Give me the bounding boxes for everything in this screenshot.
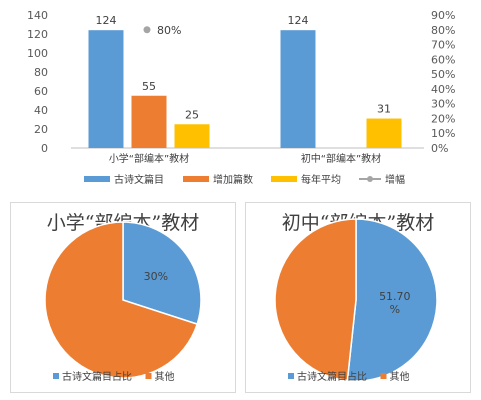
y-tick-label: 60	[34, 85, 48, 98]
y-tick-label: 0	[41, 142, 48, 155]
legend-swatch	[145, 373, 152, 379]
legend-label: 增加篇数	[213, 173, 253, 186]
y-tick-label: 140	[27, 9, 48, 22]
legend-label: 其他	[155, 370, 175, 383]
legend-swatch	[271, 176, 297, 182]
legend-swatch	[380, 373, 387, 379]
bar	[174, 124, 210, 148]
y2-tick-label: 70%	[431, 39, 455, 52]
y2-tick-label: 80%	[431, 24, 455, 37]
legend-swatch	[84, 176, 110, 182]
y-tick-label: 40	[34, 104, 48, 117]
category-label: 初中“部编本”教材	[301, 152, 381, 165]
y2-tick-label: 30%	[431, 98, 455, 111]
y2-tick-label: 50%	[431, 68, 455, 81]
bar-data-label: 25	[185, 108, 199, 121]
pie-value-label-suffix: %	[390, 303, 400, 316]
y-tick-label: 80	[34, 66, 48, 79]
legend-label: 古诗文篇目	[114, 173, 164, 186]
y-tick-label: 20	[34, 123, 48, 136]
pie-value-label: 51.70	[379, 290, 411, 303]
bar	[88, 30, 124, 149]
y2-tick-label: 0%	[431, 142, 448, 155]
growth-marker	[143, 26, 151, 34]
y-tick-label: 100	[27, 47, 48, 60]
pie-slice	[274, 218, 357, 382]
bar-data-label: 124	[96, 14, 117, 27]
legend-swatch	[183, 176, 209, 182]
bar	[280, 30, 316, 149]
legend-label: 古诗文篇目占比	[62, 370, 132, 383]
y-tick-label: 120	[27, 28, 48, 41]
legend-label: 其他	[390, 370, 410, 383]
bar	[366, 118, 402, 148]
y2-tick-label: 60%	[431, 53, 455, 66]
bar-data-label: 55	[142, 80, 156, 93]
legend-swatch	[288, 373, 294, 379]
bar-data-label: 31	[377, 103, 391, 116]
y2-tick-label: 90%	[431, 9, 455, 22]
pie-slice	[44, 221, 199, 379]
legend-marker	[367, 176, 373, 182]
legend-label: 古诗文篇目占比	[297, 370, 367, 383]
bar-data-label: 124	[288, 14, 309, 27]
y2-tick-label: 10%	[431, 127, 455, 140]
growth-label: 80%	[157, 24, 181, 37]
pie-value-label: 30%	[144, 270, 168, 283]
bar	[131, 95, 167, 148]
legend-swatch	[53, 373, 59, 379]
category-label: 小学“部编本”教材	[109, 152, 189, 165]
bar-chart: 140 120 100 80 60 40 20 0 90% 80% 70%60% 50% 40% 30%…	[27, 9, 455, 186]
legend-label: 增幅	[385, 173, 405, 186]
pie-slice	[122, 221, 202, 326]
y2-tick-label: 40%	[431, 83, 455, 96]
y2-tick-label: 20%	[431, 112, 455, 125]
legend-label: 每年平均	[301, 173, 341, 186]
bar-chart-panel: 140 120 100 80 60 40 20 0 90% 80% 70% 60% 50% 40% 30%…	[6, 2, 474, 192]
